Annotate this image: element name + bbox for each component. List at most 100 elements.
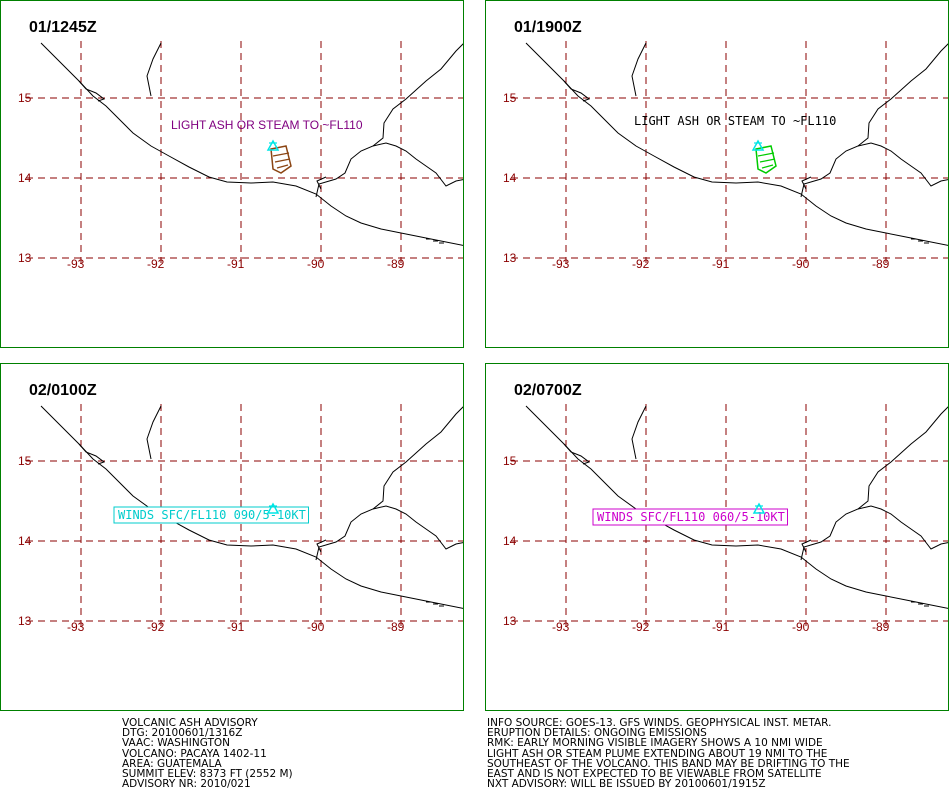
ash-plume-area — [755, 145, 777, 174]
volcano-icon — [266, 502, 280, 514]
ash-plume-hatch — [759, 158, 776, 163]
longitude-label: -90 — [792, 257, 810, 271]
advisory-area: AREA: GUATEMALA — [122, 757, 222, 770]
advisory-dtg: DTG: 20100601/1316Z — [122, 727, 243, 740]
map-panel-4: 02/0700Z 15 14 13 -93 -92 -91 -90 -89 WINDS SFC/… — [485, 363, 949, 711]
map-canvas: 15 14 13 -93 -92 -91 -90 -89 WINDS SFC/FL110 060… — [503, 404, 948, 634]
latitude-label: 13 — [18, 251, 32, 265]
panel-time-label: 01/1245Z — [29, 19, 97, 36]
coastline-boundary — [146, 405, 162, 460]
coastline-boundary — [316, 539, 327, 553]
latitude-label: 15 — [503, 454, 517, 468]
latitude-label: 15 — [18, 454, 32, 468]
advisory-volcano: VOLCANO: PACAYA 1402-11 — [122, 747, 267, 760]
ash-plume-hatch — [761, 164, 774, 169]
coastline-boundary — [372, 505, 463, 550]
longitude-label: -89 — [872, 620, 890, 634]
map-canvas: 15 14 13 -93 -92 -91 -90 -89 WINDS SFC/FL110 090… — [18, 404, 463, 634]
coastline-boundary — [800, 406, 948, 561]
coastline-boundary — [316, 176, 327, 190]
coastline-boundary — [372, 142, 463, 187]
longitude-label: -91 — [712, 620, 730, 634]
coastline-boundary — [40, 405, 463, 609]
annotation-box — [592, 508, 788, 526]
coastline-boundary — [563, 443, 591, 465]
map-panel-2: 01/1900Z 15 14 13 -93 -92 -91 -90 -89 LIGHT ASH … — [485, 0, 949, 348]
advisory-remark-line: EAST AND IS NOT EXPECTED TO BE VIEWABLE … — [487, 768, 822, 781]
ash-plume-area — [270, 145, 292, 174]
longitude-label: -90 — [307, 620, 325, 634]
volcano-icon — [266, 139, 280, 151]
latitude-label: 14 — [18, 171, 32, 185]
longitude-label: -93 — [67, 257, 85, 271]
longitude-label: -89 — [387, 620, 405, 634]
advisory-number: ADVISORY NR: 2010/021 — [122, 778, 251, 791]
longitude-label: -90 — [792, 620, 810, 634]
ash-plume-hatch — [276, 164, 289, 169]
longitude-label: -91 — [712, 257, 730, 271]
ash-plume-outline — [270, 145, 292, 174]
map-panel-1: 01/1245Z 15 14 13 -93 -92 -91 -90 -89 LIGHT ASH … — [0, 0, 464, 348]
coastline-boundary — [40, 42, 463, 246]
advisory-vaac: VAAC: WASHINGTON — [122, 737, 230, 750]
latitude-label: 13 — [503, 614, 517, 628]
advisory-eruption-details: ERUPTION DETAILS: ONGOING EMISSIONS — [487, 727, 707, 740]
volcano-icon — [752, 502, 766, 514]
panel-time-label: 01/1900Z — [514, 19, 582, 36]
longitude-label: -93 — [552, 257, 570, 271]
plume-annotation: LIGHT ASH OR STEAM TO ~FL110 — [634, 114, 836, 128]
longitude-label: -92 — [147, 257, 165, 271]
advisory-remark-line: LIGHT ASH OR STEAM PLUME EXTENDING ABOUT… — [487, 747, 828, 760]
coastline-boundary — [146, 42, 162, 97]
volcano-icon — [751, 139, 765, 151]
longitude-label: -93 — [552, 620, 570, 634]
map-panel-3: 02/0100Z 15 14 13 -93 -92 -91 -90 -89 WINDS SFC/… — [0, 363, 464, 711]
coastline-boundary — [801, 539, 812, 553]
map-canvas: 15 14 13 -93 -92 -91 -90 -89 LIGHT ASH OR STEAM … — [503, 41, 948, 271]
coastline-boundary — [563, 80, 591, 102]
longitude-label: -92 — [632, 257, 650, 271]
longitude-label: -89 — [387, 257, 405, 271]
ash-plume-hatch — [274, 158, 291, 163]
coastline-boundary — [631, 405, 647, 460]
latitude-label: 13 — [18, 614, 32, 628]
advisory-next-advisory: NXT ADVISORY: WILL BE ISSUED BY 20100601… — [487, 778, 766, 791]
plume-annotation: WINDS SFC/FL110 060/5-10KT — [597, 510, 785, 524]
longitude-label: -92 — [632, 620, 650, 634]
coastline-boundary — [800, 43, 948, 198]
map-canvas: 15 14 13 -93 -92 -91 -90 -89 LIGHT ASH OR STEAM … — [18, 41, 463, 271]
longitude-label: -91 — [227, 257, 245, 271]
coastline-boundary — [315, 406, 463, 561]
latitude-label: 14 — [503, 534, 517, 548]
annotation-box — [113, 506, 309, 524]
latitude-label: 15 — [18, 91, 32, 105]
ash-plume-hatch — [757, 152, 775, 157]
coastline-boundary — [525, 42, 948, 246]
ash-plume-hatch — [272, 152, 290, 157]
latitude-label: 14 — [503, 171, 517, 185]
plume-annotation: WINDS SFC/FL110 090/5-10KT — [118, 508, 306, 522]
advisory-details-block: INFO SOURCE: GOES-13. GFS WINDS. GEOPHYS… — [487, 717, 947, 791]
longitude-label: -90 — [307, 257, 325, 271]
longitude-label: -93 — [67, 620, 85, 634]
plume-annotation: LIGHT ASH OR STEAM TO ~FL110 — [171, 118, 363, 132]
longitude-label: -89 — [872, 257, 890, 271]
panel-time-label: 02/0100Z — [29, 382, 97, 399]
coastline-boundary — [78, 443, 106, 465]
coastline-boundary — [525, 405, 948, 609]
advisory-remark-line: SOUTHEAST OF THE VOLCANO. THIS BAND MAY … — [487, 757, 850, 770]
panel-time-label: 02/0700Z — [514, 382, 582, 399]
advisory-info-source: INFO SOURCE: GOES-13. GFS WINDS. GEOPHYS… — [487, 717, 832, 729]
coastline-boundary — [801, 176, 812, 190]
advisory-title: VOLCANIC ASH ADVISORY — [122, 717, 258, 729]
advisory-remark-line: RMK: EARLY MORNING VISIBLE IMAGERY SHOWS… — [487, 737, 823, 750]
latitude-label: 14 — [18, 534, 32, 548]
coastline-boundary — [857, 142, 948, 187]
advisory-summit-elev: SUMMIT ELEV: 8373 FT (2552 M) — [122, 768, 293, 781]
longitude-label: -92 — [147, 620, 165, 634]
latitude-label: 13 — [503, 251, 517, 265]
coastline-boundary — [315, 43, 463, 198]
advisory-header-block: VOLCANIC ASH ADVISORY DTG: 20100601/1316… — [122, 717, 462, 791]
coastline-boundary — [857, 505, 948, 550]
longitude-label: -91 — [227, 620, 245, 634]
